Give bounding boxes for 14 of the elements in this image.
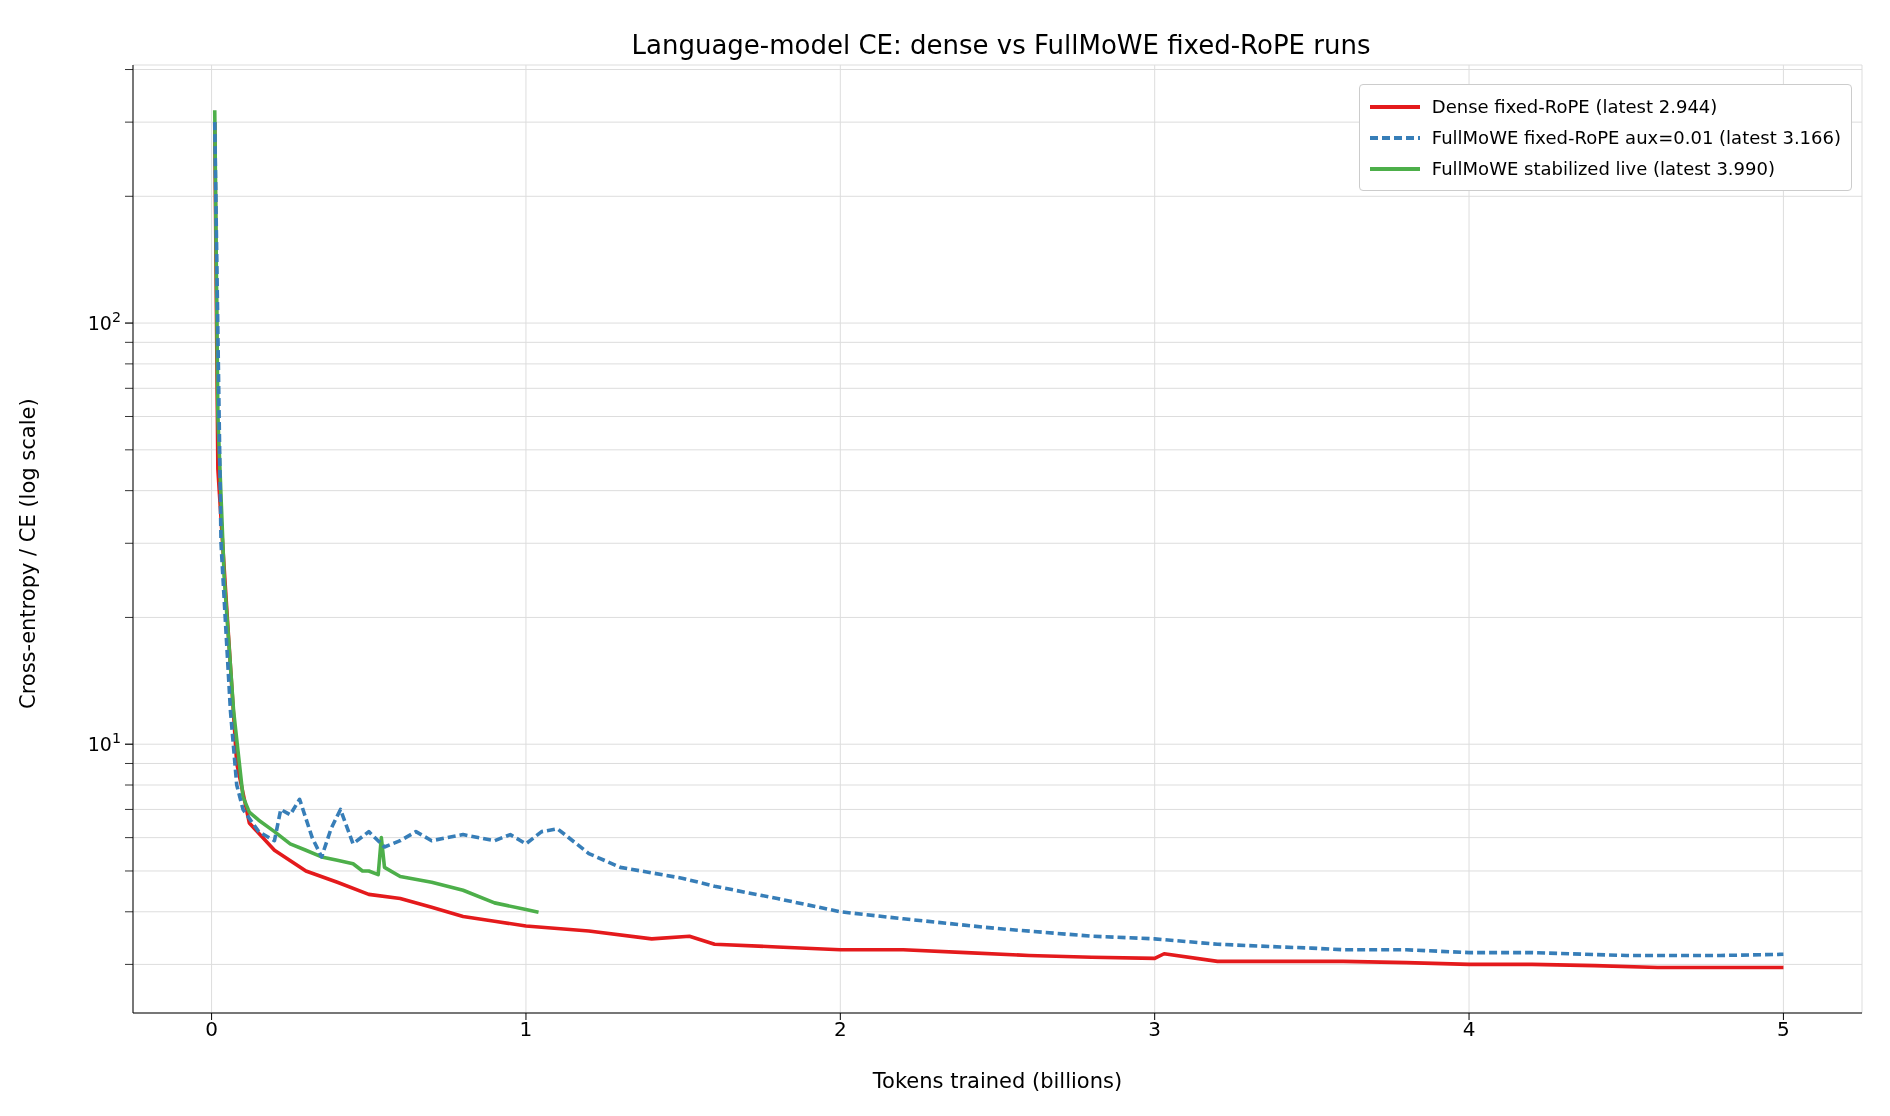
legend-label: FullMoWE fixed-RoPE aux=0.01 (latest 3.166) (1431, 126, 1841, 150)
x-tick-label: 3 (1148, 1017, 1162, 1042)
y-axis-title: Cross-entropy / CE (log scale) (16, 398, 41, 709)
x-axis-title: Tokens trained (billions) (871, 1069, 1123, 1093)
x-tick-label: 0 (205, 1017, 218, 1042)
y-tick-label: 10$^{2}$ (87, 308, 121, 334)
x-tick-label: 4 (1462, 1017, 1476, 1042)
x-tick-label: 1 (519, 1017, 533, 1042)
x-tick-label: 2 (833, 1017, 847, 1042)
legend-label: Dense fixed-RoPE (latest 2.944) (1431, 95, 1718, 119)
x-tick-label: 5 (1777, 1017, 1790, 1042)
y-tick-label: 10$^{1}$ (87, 729, 121, 755)
chart-title: Language-model CE: dense vs FullMoWE fixed-RoPE runs (630, 30, 1372, 60)
legend-label: FullMoWE stabilized live (latest 3.990) (1431, 157, 1775, 181)
